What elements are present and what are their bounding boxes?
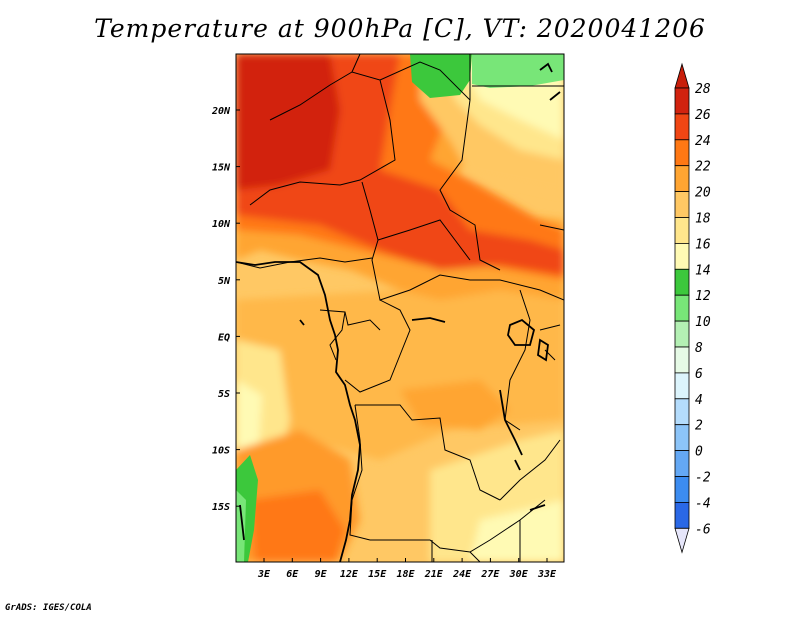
colorbar-label: -4 [695,496,711,511]
colorbar-box [674,320,690,348]
lon-tick-label: 15E [368,569,387,580]
colorbar-box [674,113,690,141]
lon-tick-label: 6E [286,569,299,580]
colorbar-label: 22 [695,160,711,175]
colorbar-box [674,450,690,477]
colorbar-label: 16 [695,237,711,252]
map-frame [235,53,565,563]
temperature-field [236,54,564,562]
lat-tick-label: 15N [212,163,231,174]
colorbar-label: 4 [695,393,703,408]
colorbar-label: 24 [695,134,711,149]
grads-credit: GrADS: IGES/COLA [5,603,92,613]
colorbar-under-triangle [674,527,690,554]
lon-tick-label: 27E [480,569,500,580]
colorbar-box [674,139,690,167]
colorbar-box [674,372,690,400]
lat-tick-label: 5S [218,389,230,400]
lat-tick-label: 10S [212,446,230,457]
lat-tick-label: 20N [211,106,231,117]
colorbar-label: 10 [695,315,711,330]
colorbar-label: 12 [695,289,711,304]
colorbar-box [674,268,690,296]
lon-tick-label: 3E [257,569,271,580]
lat-tick-label: EQ [218,332,230,343]
colorbar-box [674,191,690,218]
colorbar-box [674,242,690,270]
lat-tick-label: 5N [218,276,231,287]
colorbar-label: 18 [695,212,711,227]
coastlines [236,62,561,562]
colorbar-label: -2 [695,471,711,486]
lon-tick-label: 18E [396,569,415,580]
latitude-axis: 20N 15N 10N 5N EQ 5S 10S 15S [211,106,240,513]
colorbar-box [674,87,690,115]
colorbar-box [674,398,690,426]
colorbar-box [674,294,690,322]
map-title: Temperature at 900hPa [C], VT: 202004120… [94,14,706,43]
colorbar-box [674,346,690,374]
colorbar-box [674,476,690,503]
colorbar-over-triangle [674,62,690,89]
colorbar-label: 2 [695,419,703,434]
lon-tick-label: 30E [509,569,529,580]
colorbar-label: 0 [695,445,703,460]
colorbar-box [674,501,690,529]
lon-tick-label: 33E [537,569,557,580]
colorbar-label: 26 [695,108,711,123]
colorbar-box [674,424,690,452]
colorbar-label: 28 [695,82,711,97]
lat-tick-label: 10N [212,219,231,230]
lon-tick-label: 24E [452,569,472,580]
colorbar-label: 8 [695,341,703,356]
country-borders [236,54,564,562]
colorbar-box [674,217,690,244]
colorbar-label: 6 [695,367,703,382]
lon-tick-label: 21E [424,569,444,580]
colorbar-label: -6 [695,522,711,537]
colorbar-label: 14 [695,263,711,278]
lat-tick-label: 15S [212,502,230,513]
colorbar-label: 20 [695,186,711,201]
longitude-axis: 3E 6E 9E 12E 15E 18E 21E 24E 27E 30E 33E [257,558,557,580]
lon-tick-label: 9E [315,569,328,580]
lon-tick-label: 12E [340,569,359,580]
colorbar-box [674,165,690,192]
